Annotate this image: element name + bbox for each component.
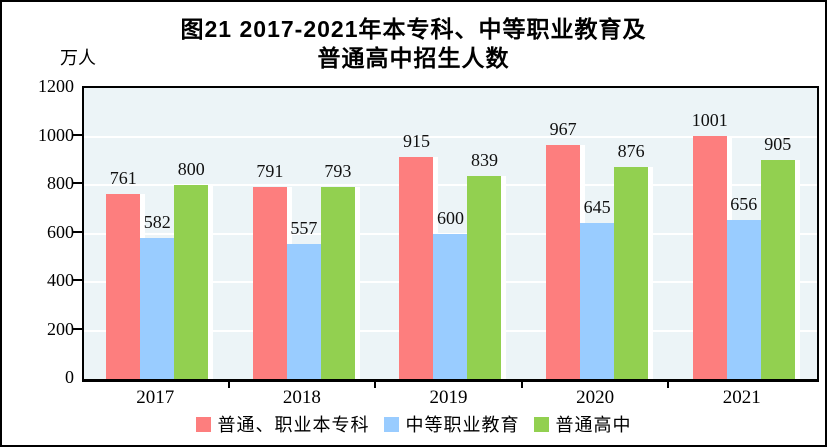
bar-value-label: 761 bbox=[109, 168, 137, 189]
x-tick bbox=[374, 380, 377, 388]
gridline bbox=[84, 135, 817, 138]
bar-group: 915 600 839 bbox=[377, 88, 524, 379]
x-tick bbox=[227, 380, 230, 388]
legend-item: 普通、职业本专科 bbox=[195, 411, 370, 437]
bar-value-label: 876 bbox=[617, 140, 645, 161]
y-axis-label: 0 bbox=[65, 367, 74, 387]
x-axis-label: 2020 bbox=[576, 387, 615, 408]
chart-title-line-1: 图21 2017-2021年本专科、中等职业教育及 bbox=[180, 16, 647, 42]
legend-item: 中等职业教育 bbox=[383, 411, 520, 437]
bar: 645 bbox=[580, 197, 615, 379]
legend-label: 普通高中 bbox=[555, 415, 632, 435]
bar-value-label: 839 bbox=[470, 149, 498, 170]
bar: 582 bbox=[140, 212, 175, 379]
bar: 967 bbox=[546, 119, 581, 379]
chart-title-line-2: 普通高中招生人数 bbox=[317, 45, 510, 71]
bar: 915 bbox=[399, 131, 434, 379]
bar: 905 bbox=[760, 134, 795, 379]
bar-value-label: 645 bbox=[583, 196, 611, 217]
x-axis-label: 2021 bbox=[722, 387, 761, 408]
bar-value-label: 915 bbox=[402, 131, 430, 152]
legend-label: 普通、职业本专科 bbox=[217, 415, 370, 435]
legend-item: 普通高中 bbox=[533, 411, 632, 437]
bar-value-label: 600 bbox=[436, 207, 464, 228]
bar: 600 bbox=[433, 208, 468, 379]
bar: 761 bbox=[106, 168, 141, 379]
bar-value-label: 557 bbox=[290, 217, 318, 238]
y-axis-unit-label: 万人 bbox=[60, 48, 96, 68]
bar-value-label: 793 bbox=[324, 160, 352, 181]
y-tick bbox=[73, 182, 82, 184]
bar-value-label: 1001 bbox=[691, 110, 728, 131]
legend-label: 中等职业教育 bbox=[405, 415, 520, 435]
x-tick bbox=[520, 380, 523, 388]
bar-value-label: 905 bbox=[764, 133, 792, 154]
bar: 1001 bbox=[692, 110, 728, 379]
y-axis-label: 1000 bbox=[38, 124, 74, 145]
y-tick bbox=[73, 279, 82, 281]
y-axis-label: 400 bbox=[47, 270, 74, 290]
bar-value-label: 800 bbox=[177, 159, 205, 179]
y-axis-label: 600 bbox=[47, 221, 74, 242]
x-axis-label: 2017 bbox=[136, 387, 175, 408]
bar: 793 bbox=[320, 161, 355, 379]
x-tick bbox=[667, 380, 670, 388]
y-axis-label: 800 bbox=[47, 173, 74, 193]
legend: 普通、职业本专科 中等职业教育 普通高中 bbox=[2, 411, 825, 437]
bar: 800 bbox=[174, 159, 209, 379]
y-axis-label: 200 bbox=[47, 318, 74, 339]
bar-group: 791 557 793 bbox=[231, 88, 378, 379]
bar: 839 bbox=[467, 150, 502, 379]
bar: 557 bbox=[286, 218, 321, 379]
y-tick bbox=[73, 230, 82, 233]
bar-value-label: 656 bbox=[730, 193, 758, 214]
bar-value-label: 791 bbox=[256, 161, 284, 182]
y-axis-label: 1200 bbox=[38, 76, 74, 96]
bar-value-label: 582 bbox=[143, 211, 171, 232]
bar-group: 967 645 876 bbox=[524, 88, 671, 379]
bar-group: 761 582 800 bbox=[84, 88, 231, 379]
bar-value-label: 967 bbox=[549, 118, 577, 139]
bar: 656 bbox=[726, 194, 761, 379]
x-axis-label: 2019 bbox=[429, 387, 468, 408]
legend-swatch bbox=[383, 416, 399, 432]
y-tick bbox=[73, 133, 82, 136]
plot-area: 761 582 800 791 557 793 915 600 839 967 645 876 1001… bbox=[82, 86, 819, 382]
gridline bbox=[84, 184, 817, 186]
bar-group: 1001 656 905 bbox=[670, 88, 817, 379]
bar: 791 bbox=[252, 161, 287, 379]
y-tick bbox=[73, 327, 82, 330]
legend-swatch bbox=[533, 416, 549, 432]
legend-swatch bbox=[195, 416, 211, 432]
bar: 876 bbox=[614, 141, 649, 379]
x-axis-label: 2018 bbox=[282, 387, 321, 408]
